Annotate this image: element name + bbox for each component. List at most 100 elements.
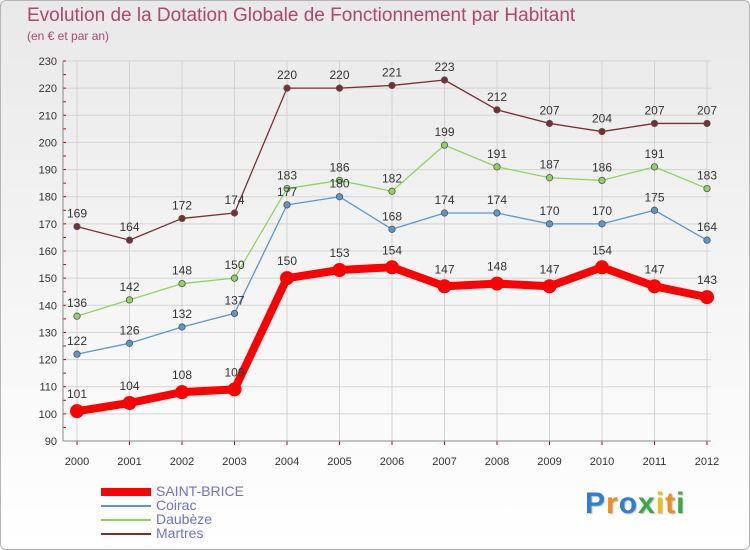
legend-swatch-daub-ze xyxy=(101,519,151,521)
data-label-coirac: 174 xyxy=(434,193,454,207)
data-point-daub-ze xyxy=(335,176,344,185)
data-label-martres: 212 xyxy=(487,90,507,104)
data-label-daub-ze: 183 xyxy=(697,169,717,183)
y-tick-label: 120 xyxy=(39,355,57,367)
data-label-saint-brice: 147 xyxy=(644,262,664,276)
y-tick-label: 230 xyxy=(39,56,57,68)
x-tick-label: 2008 xyxy=(485,456,509,468)
data-label-coirac: 175 xyxy=(644,190,664,204)
data-label-daub-ze: 199 xyxy=(434,125,454,139)
data-label-coirac: 137 xyxy=(224,293,244,307)
data-label-martres: 172 xyxy=(172,198,192,212)
data-point-daub-ze xyxy=(703,184,711,193)
data-point-martres xyxy=(125,236,134,244)
data-label-daub-ze: 148 xyxy=(172,264,192,278)
x-tick-label: 2000 xyxy=(65,456,89,468)
data-label-martres: 221 xyxy=(382,65,402,79)
data-label-saint-brice: 153 xyxy=(329,246,349,260)
data-label-saint-brice: 101 xyxy=(67,387,87,401)
data-point-saint-brice xyxy=(332,263,347,277)
x-tick-label: 2007 xyxy=(432,456,456,468)
data-point-coirac xyxy=(230,309,239,318)
legend-item-daub-ze: Daubèze xyxy=(101,511,341,527)
data-point-daub-ze xyxy=(125,296,134,304)
data-point-coirac xyxy=(73,350,81,358)
data-point-daub-ze xyxy=(388,187,396,195)
data-point-martres xyxy=(178,214,186,223)
data-label-saint-brice: 109 xyxy=(224,365,244,379)
y-tick-label: 90 xyxy=(45,436,57,448)
legend-item-coirac: Coirac xyxy=(101,497,341,513)
data-label-daub-ze: 183 xyxy=(277,169,297,183)
proxiti-logo: Proxiti xyxy=(585,487,686,520)
data-point-saint-brice xyxy=(437,279,452,294)
data-label-daub-ze: 191 xyxy=(644,147,664,161)
data-label-saint-brice: 108 xyxy=(172,368,192,382)
data-point-coirac xyxy=(493,209,501,217)
x-tick-label: 2003 xyxy=(222,456,246,468)
x-tick-label: 2006 xyxy=(380,456,404,468)
y-tick-label: 110 xyxy=(39,382,57,394)
chart-subtitle: (en € et par an) xyxy=(27,29,110,43)
data-point-coirac xyxy=(440,209,449,217)
data-label-coirac: 126 xyxy=(119,323,139,337)
data-label-daub-ze: 182 xyxy=(382,171,402,185)
y-tick-label: 100 xyxy=(39,409,57,421)
y-tick-label: 200 xyxy=(39,137,57,149)
data-point-coirac xyxy=(335,193,344,201)
data-point-daub-ze xyxy=(440,141,449,149)
legend-swatch-coirac xyxy=(101,505,151,507)
data-point-saint-brice xyxy=(490,276,504,291)
data-label-daub-ze: 136 xyxy=(67,296,87,310)
chart-title: Evolution de la Dotation Globale de Fonc… xyxy=(27,5,576,26)
data-label-coirac: 180 xyxy=(329,177,349,191)
y-tick-label: 220 xyxy=(39,83,57,95)
data-point-martres xyxy=(335,84,344,92)
x-tick-label: 2011 xyxy=(643,456,667,468)
data-label-saint-brice: 147 xyxy=(434,262,454,276)
data-point-daub-ze xyxy=(283,184,291,193)
data-label-martres: 220 xyxy=(277,68,297,82)
data-point-coirac xyxy=(125,339,134,347)
data-label-coirac: 170 xyxy=(539,204,559,218)
data-label-martres: 223 xyxy=(434,60,454,74)
data-point-martres xyxy=(598,127,606,136)
data-label-martres: 207 xyxy=(644,103,664,117)
data-point-coirac xyxy=(388,225,396,233)
legend-label-martres: Martres xyxy=(156,525,204,541)
data-label-saint-brice: 143 xyxy=(697,273,717,287)
data-label-daub-ze: 186 xyxy=(329,160,349,174)
data-label-daub-ze: 142 xyxy=(119,280,139,294)
legend-label-saint-brice: SAINT-BRICE xyxy=(156,483,244,499)
data-point-coirac xyxy=(178,323,186,331)
data-point-coirac xyxy=(703,236,711,244)
data-label-martres: 207 xyxy=(539,103,559,117)
data-point-martres xyxy=(388,81,396,90)
x-tick-label: 2001 xyxy=(117,456,141,468)
x-tick-label: 2010 xyxy=(590,456,614,468)
data-label-martres: 204 xyxy=(592,112,612,126)
y-tick-label: 160 xyxy=(39,246,57,258)
data-point-martres xyxy=(440,76,449,84)
y-tick-label: 170 xyxy=(39,219,57,231)
data-point-saint-brice xyxy=(542,279,557,294)
data-label-daub-ze: 187 xyxy=(539,158,559,172)
data-label-coirac: 174 xyxy=(487,193,507,207)
data-point-daub-ze xyxy=(73,312,81,320)
data-label-saint-brice: 148 xyxy=(487,260,507,274)
legend-item-saint-brice: SAINT-BRICE xyxy=(101,483,341,499)
data-point-saint-brice xyxy=(122,396,137,410)
data-point-saint-brice xyxy=(280,271,294,286)
data-label-martres: 220 xyxy=(329,68,349,82)
legend-item-martres: Martres xyxy=(101,525,341,541)
data-point-martres xyxy=(230,209,239,217)
data-point-saint-brice xyxy=(385,260,399,275)
data-point-daub-ze xyxy=(230,274,239,282)
data-label-saint-brice: 150 xyxy=(277,254,297,268)
x-tick-label: 2004 xyxy=(275,456,299,468)
legend-label-coirac: Coirac xyxy=(156,497,197,513)
legend-swatch-martres xyxy=(101,533,151,535)
data-point-martres xyxy=(650,119,659,128)
